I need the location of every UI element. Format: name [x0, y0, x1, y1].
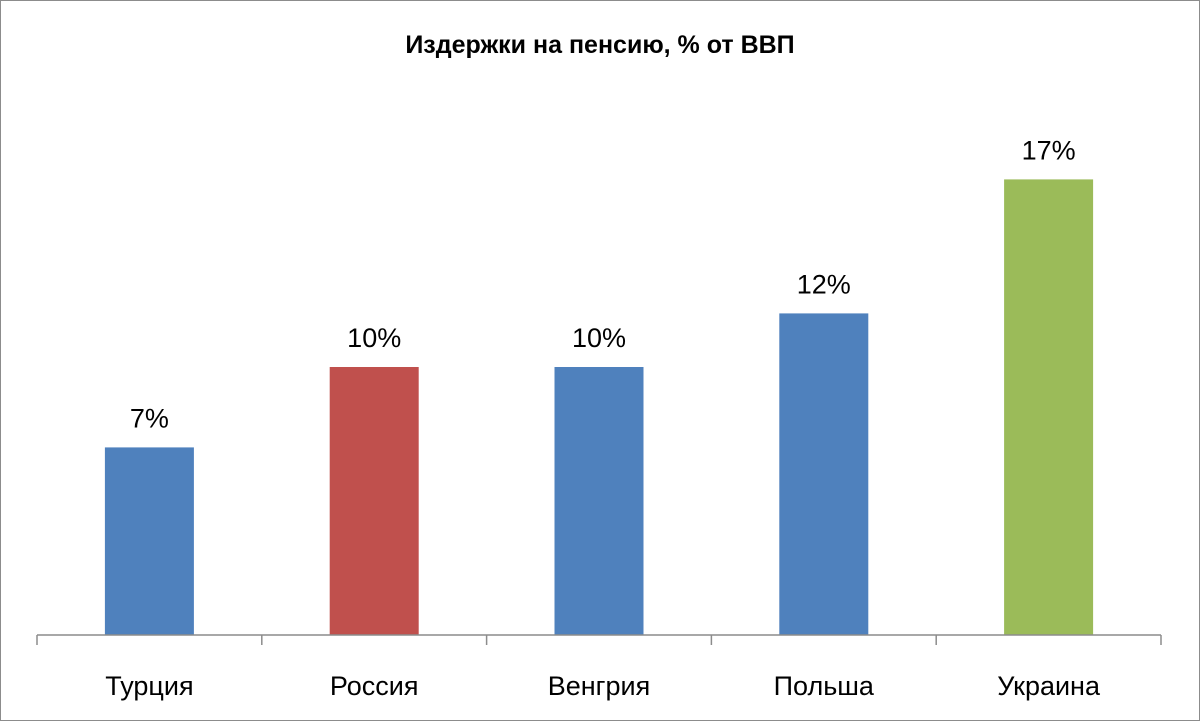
bar-1 — [329, 367, 419, 635]
bar-3 — [779, 313, 869, 635]
bar-4 — [1004, 179, 1094, 635]
x-tick-label-3: Польша — [774, 671, 875, 701]
bar-0 — [104, 447, 194, 635]
data-label-0: 7% — [130, 403, 169, 433]
x-tick-label-2: Венгрия — [548, 671, 651, 701]
data-label-4: 17% — [1022, 135, 1076, 165]
bar-2 — [554, 367, 644, 635]
data-label-1: 10% — [347, 323, 401, 353]
x-tick-label-4: Украина — [997, 671, 1101, 701]
data-label-3: 12% — [797, 269, 851, 299]
data-label-2: 10% — [572, 323, 626, 353]
chart-title: Издержки на пенсию, % от ВВП — [405, 31, 795, 59]
x-tick-label-1: Россия — [330, 671, 419, 701]
x-tick-label-0: Турция — [105, 671, 193, 701]
